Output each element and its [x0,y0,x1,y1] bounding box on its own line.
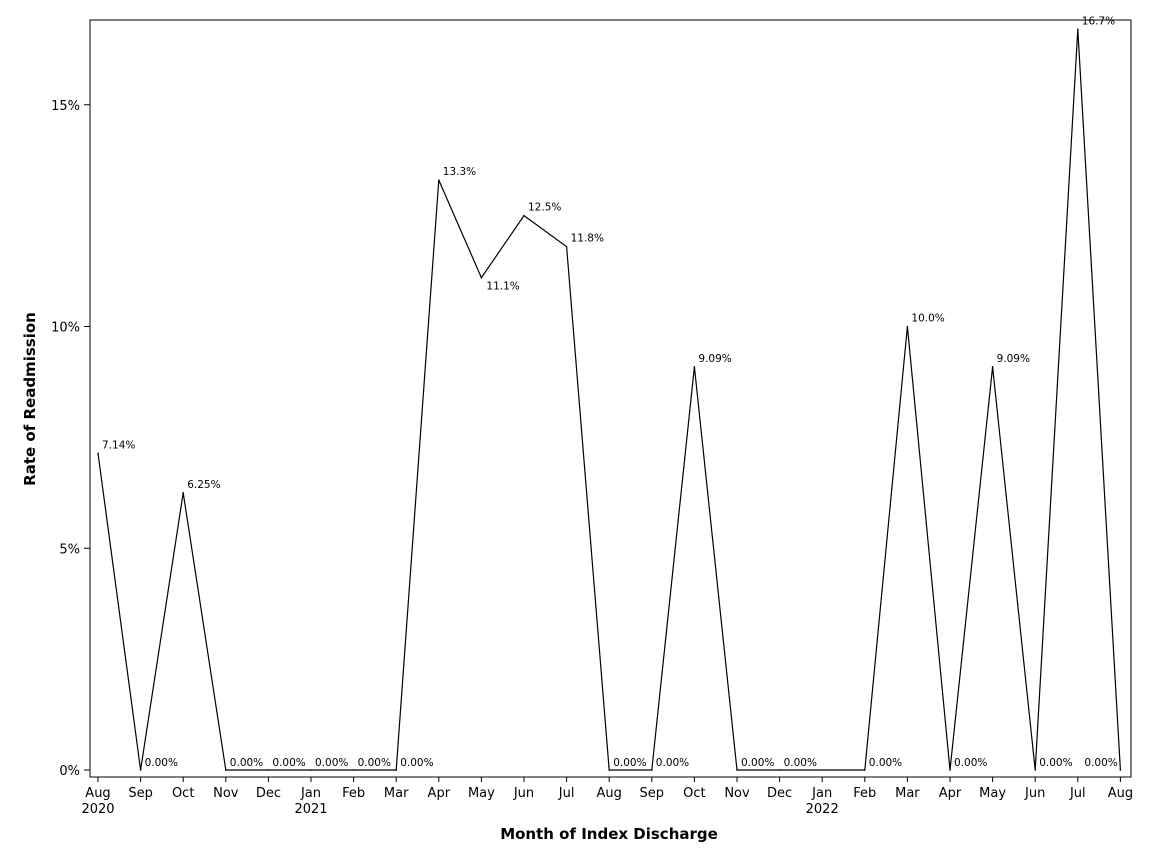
data-label: 0.00% [954,757,987,769]
data-label: 11.1% [486,281,519,293]
data-point [1119,769,1122,771]
data-label-layer: 7.14% 0.00% 6.25% 0.00% 0.00% 0.00% 0.00% 0.00%… [102,15,1118,769]
data-label: 0.00% [741,757,774,769]
data-label: 0.00% [400,757,433,769]
data-label: 10.0% [911,313,944,325]
data-point [139,769,142,771]
x-tick-label: Jul [558,786,575,801]
x-tick-label: Sep [128,786,153,801]
x-tick-label: Dec [767,786,792,801]
data-point [395,769,398,771]
y-tick-label: 15% [51,99,80,114]
x-tick-year-label: 2020 [81,802,114,817]
x-tick-year-label: 2021 [294,802,327,817]
data-label: 0.00% [656,757,689,769]
data-label: 0.00% [869,757,902,769]
data-point [523,214,525,217]
x-tick-label: Dec [256,786,281,801]
data-point [225,769,227,771]
x-tick-label: Oct [172,786,194,801]
data-label: 7.14% [102,439,135,451]
series-layer [97,28,1122,771]
x-tick-label: Feb [853,786,876,801]
data-point [736,769,738,771]
x-tick-label: May [979,786,1006,801]
x-tick-label: Aug [597,786,622,801]
x-tick-label: Apr [428,786,451,801]
data-label: 0.00% [315,757,348,769]
data-label: 0.00% [272,757,305,769]
data-point [864,769,866,771]
x-tick-label: Jun [513,786,534,801]
data-point [565,245,568,248]
x-tick-label: Jun [1024,786,1045,801]
x-axis-title: Month of Index Discharge [500,825,718,843]
data-label: 0.00% [1039,757,1072,769]
data-label: 9.09% [698,353,731,365]
x-tick-label: Nov [724,786,750,801]
x-tick-label: Jan [300,786,321,801]
data-label: 0.00% [784,757,817,769]
x-tick-label: Aug [1108,786,1133,801]
x-tick-label: Feb [342,786,365,801]
y-axis-title: Rate of Readmission [21,312,39,486]
x-tick-label: Aug [85,786,110,801]
y-tick-label: 5% [59,542,80,557]
data-point [1077,28,1079,31]
x-tick-label: Jan [811,786,832,801]
x-tick-label: Sep [640,786,665,801]
x-tick-label: Apr [939,786,962,801]
x-tick-label: Oct [683,786,705,801]
data-label: 0.00% [358,757,391,769]
plot-frame [89,19,1132,778]
data-point [778,769,781,771]
data-point [310,769,312,771]
data-label: 11.8% [571,233,604,245]
y-axis: 0% 5% 10% 15% [51,99,90,779]
data-label: 12.5% [528,202,561,214]
x-tick-label: Jul [1069,786,1086,801]
data-label: 0.00% [613,757,646,769]
data-point [651,769,653,771]
data-label: 6.25% [187,479,220,491]
data-point [949,769,951,771]
x-tick-label: May [468,786,495,801]
x-tick-label: Mar [895,786,920,801]
x-tick-label: Mar [384,786,409,801]
data-point [480,276,483,279]
y-tick-label: 10% [51,321,80,336]
data-point [991,366,994,368]
series-line [97,29,1121,771]
data-point [352,769,355,771]
data-point [267,769,270,771]
data-point [906,325,909,328]
x-tick-year-label: 2022 [806,802,839,817]
data-label: 16.7% [1082,15,1115,27]
data-label: 13.3% [443,166,476,178]
data-point [693,366,696,368]
data-point [182,492,184,494]
data-label: 0.00% [230,757,263,769]
data-point [1034,769,1036,771]
data-point [97,452,99,455]
x-tick-label: Nov [213,786,239,801]
data-label: 0.00% [1084,757,1117,769]
data-label: 0.00% [145,757,178,769]
data-point [608,769,610,771]
y-tick-label: 0% [59,764,80,779]
data-point [438,179,440,181]
data-label: 9.09% [997,353,1030,365]
